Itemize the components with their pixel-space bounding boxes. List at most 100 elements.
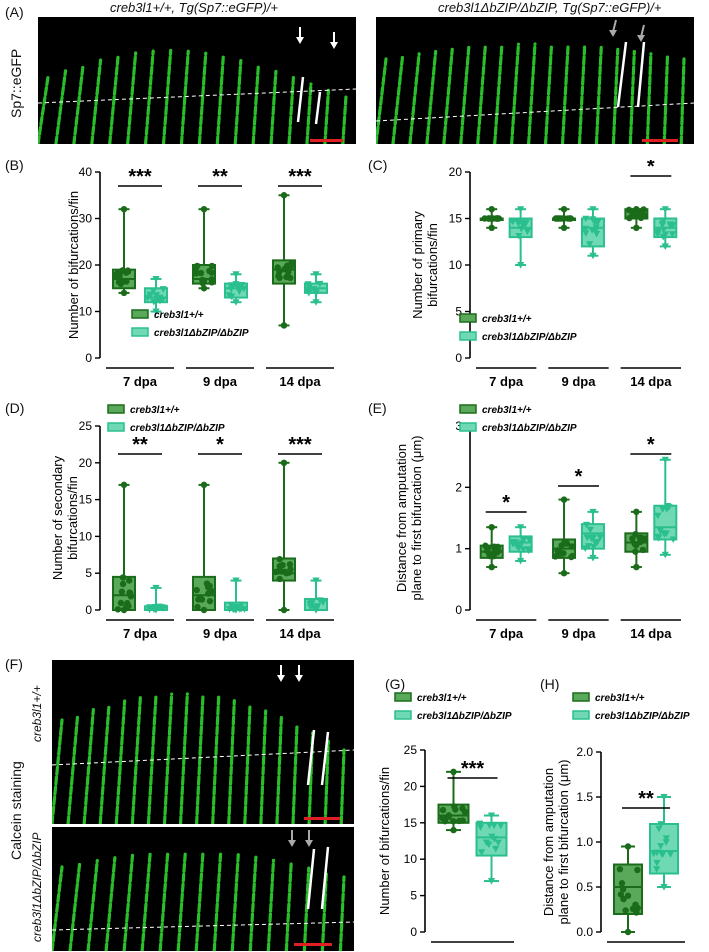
data-point (227, 602, 235, 610)
data-point (589, 508, 597, 516)
data-point (286, 561, 294, 568)
data-point (554, 547, 561, 554)
data-point (560, 496, 568, 503)
y-tick-label: 30 (79, 212, 93, 226)
data-point (563, 539, 570, 547)
arrow-head-icon (305, 840, 313, 847)
data-point (664, 502, 672, 510)
data-point (669, 536, 677, 544)
legend-swatch (394, 692, 412, 702)
data-point (552, 553, 559, 560)
data-point (631, 540, 638, 548)
legend-swatch (572, 692, 590, 702)
arrow-head-icon (295, 675, 303, 682)
data-point (586, 526, 594, 534)
data-point (485, 215, 492, 222)
data-point (123, 278, 130, 285)
significance-label: ** (132, 434, 148, 456)
data-point (228, 284, 236, 291)
data-point (312, 299, 320, 306)
data-point (276, 562, 283, 570)
data-point (149, 288, 157, 295)
fin-ray (251, 64, 260, 144)
data-point (278, 568, 285, 575)
measurement-bar (306, 729, 316, 786)
y-tick-label: 25 (79, 419, 93, 433)
data-point (208, 276, 215, 283)
data-point (661, 551, 669, 559)
data-point (624, 928, 632, 936)
data-point (668, 231, 676, 238)
image-a-right-title: creb3l1ΔbZIP/ΔbZIP, Tg(Sp7::eGFP)/+ (438, 0, 662, 15)
data-point (593, 230, 601, 238)
y-axis-label: Distance from amputation (394, 444, 409, 592)
side-label-calcein: Calcein staining (8, 761, 24, 860)
fin-rays (52, 692, 346, 824)
micrograph-f-top (52, 660, 354, 824)
data-point (122, 269, 130, 276)
data-point (200, 285, 208, 292)
data-point (491, 543, 498, 550)
category-label: 14 dpa (630, 374, 672, 389)
data-point (114, 268, 122, 276)
chart-e: 0 1 2 3 Distance from amputation plane to fir… (394, 404, 681, 641)
data-point (283, 273, 290, 281)
data-point (518, 540, 526, 547)
y-tick-label: 0 (410, 925, 417, 939)
significance-label: ** (212, 166, 228, 188)
data-point (589, 535, 597, 542)
image-a-left-title: creb3l1+/+, Tg(Sp7::eGFP)/+ (110, 0, 278, 15)
legend-swatch (107, 404, 125, 414)
y-tick-label: 10 (449, 258, 463, 272)
legend-swatch (459, 313, 477, 323)
category-label: 14 dpa (279, 374, 321, 389)
fin-ray (114, 699, 127, 824)
category-label: 7 dpa (489, 374, 524, 389)
legend-swatch (107, 422, 125, 432)
fin-ray (68, 862, 82, 951)
data-point (124, 599, 131, 607)
data-point (119, 580, 127, 588)
data-point (650, 850, 658, 858)
significance-label: *** (128, 166, 152, 188)
data-point (560, 206, 568, 213)
data-point (633, 508, 640, 516)
significance-label: *** (288, 434, 312, 456)
data-point (487, 552, 494, 560)
panel-label-g: (G) (385, 676, 406, 692)
y-tick-label: 10 (79, 305, 93, 319)
data-point (194, 603, 201, 611)
data-point (114, 606, 122, 613)
fin-ray (287, 76, 296, 144)
y-tick-label: 2.0 (576, 745, 593, 759)
data-point (451, 803, 458, 810)
data-point (118, 588, 126, 595)
data-point (659, 226, 668, 234)
data-point (461, 808, 469, 815)
data-point (494, 839, 502, 847)
data-point (560, 224, 568, 231)
data-point (493, 215, 500, 222)
legend-label: creb3l1ΔbZIP/ΔbZIP (482, 332, 577, 343)
data-point (624, 843, 632, 850)
fin-ray (339, 748, 346, 824)
data-point (488, 224, 495, 231)
category-label: 7 dpa (489, 626, 524, 641)
fin-ray (459, 45, 471, 144)
legend-label: creb3l1ΔbZIP/ΔbZIP (130, 423, 225, 434)
category-label: 9 dpa (562, 374, 597, 389)
data-point (194, 262, 201, 270)
data-point (624, 892, 632, 899)
data-point (632, 548, 639, 555)
data-point (566, 215, 574, 222)
data-point (639, 546, 647, 554)
data-point (206, 597, 214, 605)
fin-ray (577, 44, 587, 144)
data-point (119, 574, 127, 581)
data-point (305, 289, 313, 297)
data-point (636, 534, 643, 542)
data-point (205, 590, 212, 597)
data-point (616, 865, 624, 873)
data-point (276, 555, 283, 563)
data-point (634, 866, 641, 874)
